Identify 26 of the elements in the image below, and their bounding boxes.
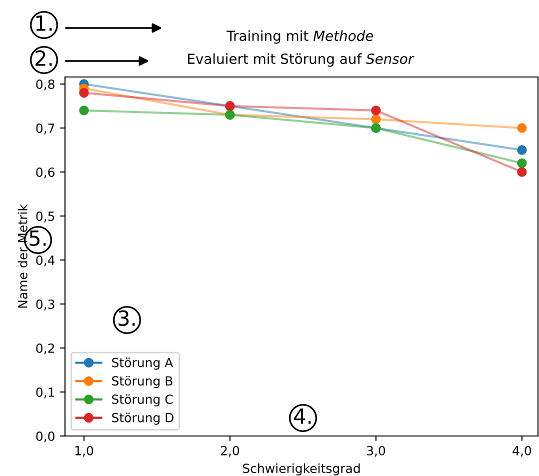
y-tick-label: 0,2 — [36, 343, 54, 354]
legend-label: Störung B — [112, 376, 172, 388]
x-tick-label: 3,0 — [366, 446, 386, 457]
x-tick-label: 1,0 — [75, 446, 94, 457]
y-tick-label: 0,3 — [36, 299, 54, 310]
y-tick-label: 0,7 — [36, 124, 54, 134]
y-tick-label: 0,6 — [36, 168, 54, 178]
legend-label: Störung D — [112, 412, 174, 425]
y-tick-label: 0,0 — [36, 431, 54, 442]
y-tick-label: 0,5 — [36, 211, 54, 222]
y-tick-label: 0,1 — [36, 387, 54, 398]
x-tick-label: 4,0 — [512, 446, 532, 457]
legend-label: Störung C — [112, 394, 173, 406]
legend-label: Störung A — [112, 358, 174, 370]
text: 2. — [36, 50, 52, 66]
x-axis-title: Schwierigkeitsgrad — [242, 463, 360, 476]
y-tick-label: 0,4 — [36, 255, 55, 266]
y-axis-title: Name der Metrik — [18, 204, 28, 308]
text: 1. — [36, 16, 52, 31]
annotation: 3. — [118, 310, 135, 326]
annotation: 4. — [294, 408, 311, 424]
x-tick-label: 2,0 — [220, 446, 240, 457]
text: 5. — [30, 230, 46, 246]
y-tick-label: 0,8 — [36, 80, 54, 90]
chart-title: Training mit Methode — [226, 30, 374, 44]
chart-subtitle: Evaluiert mit Störung auf Sensor — [188, 53, 414, 67]
